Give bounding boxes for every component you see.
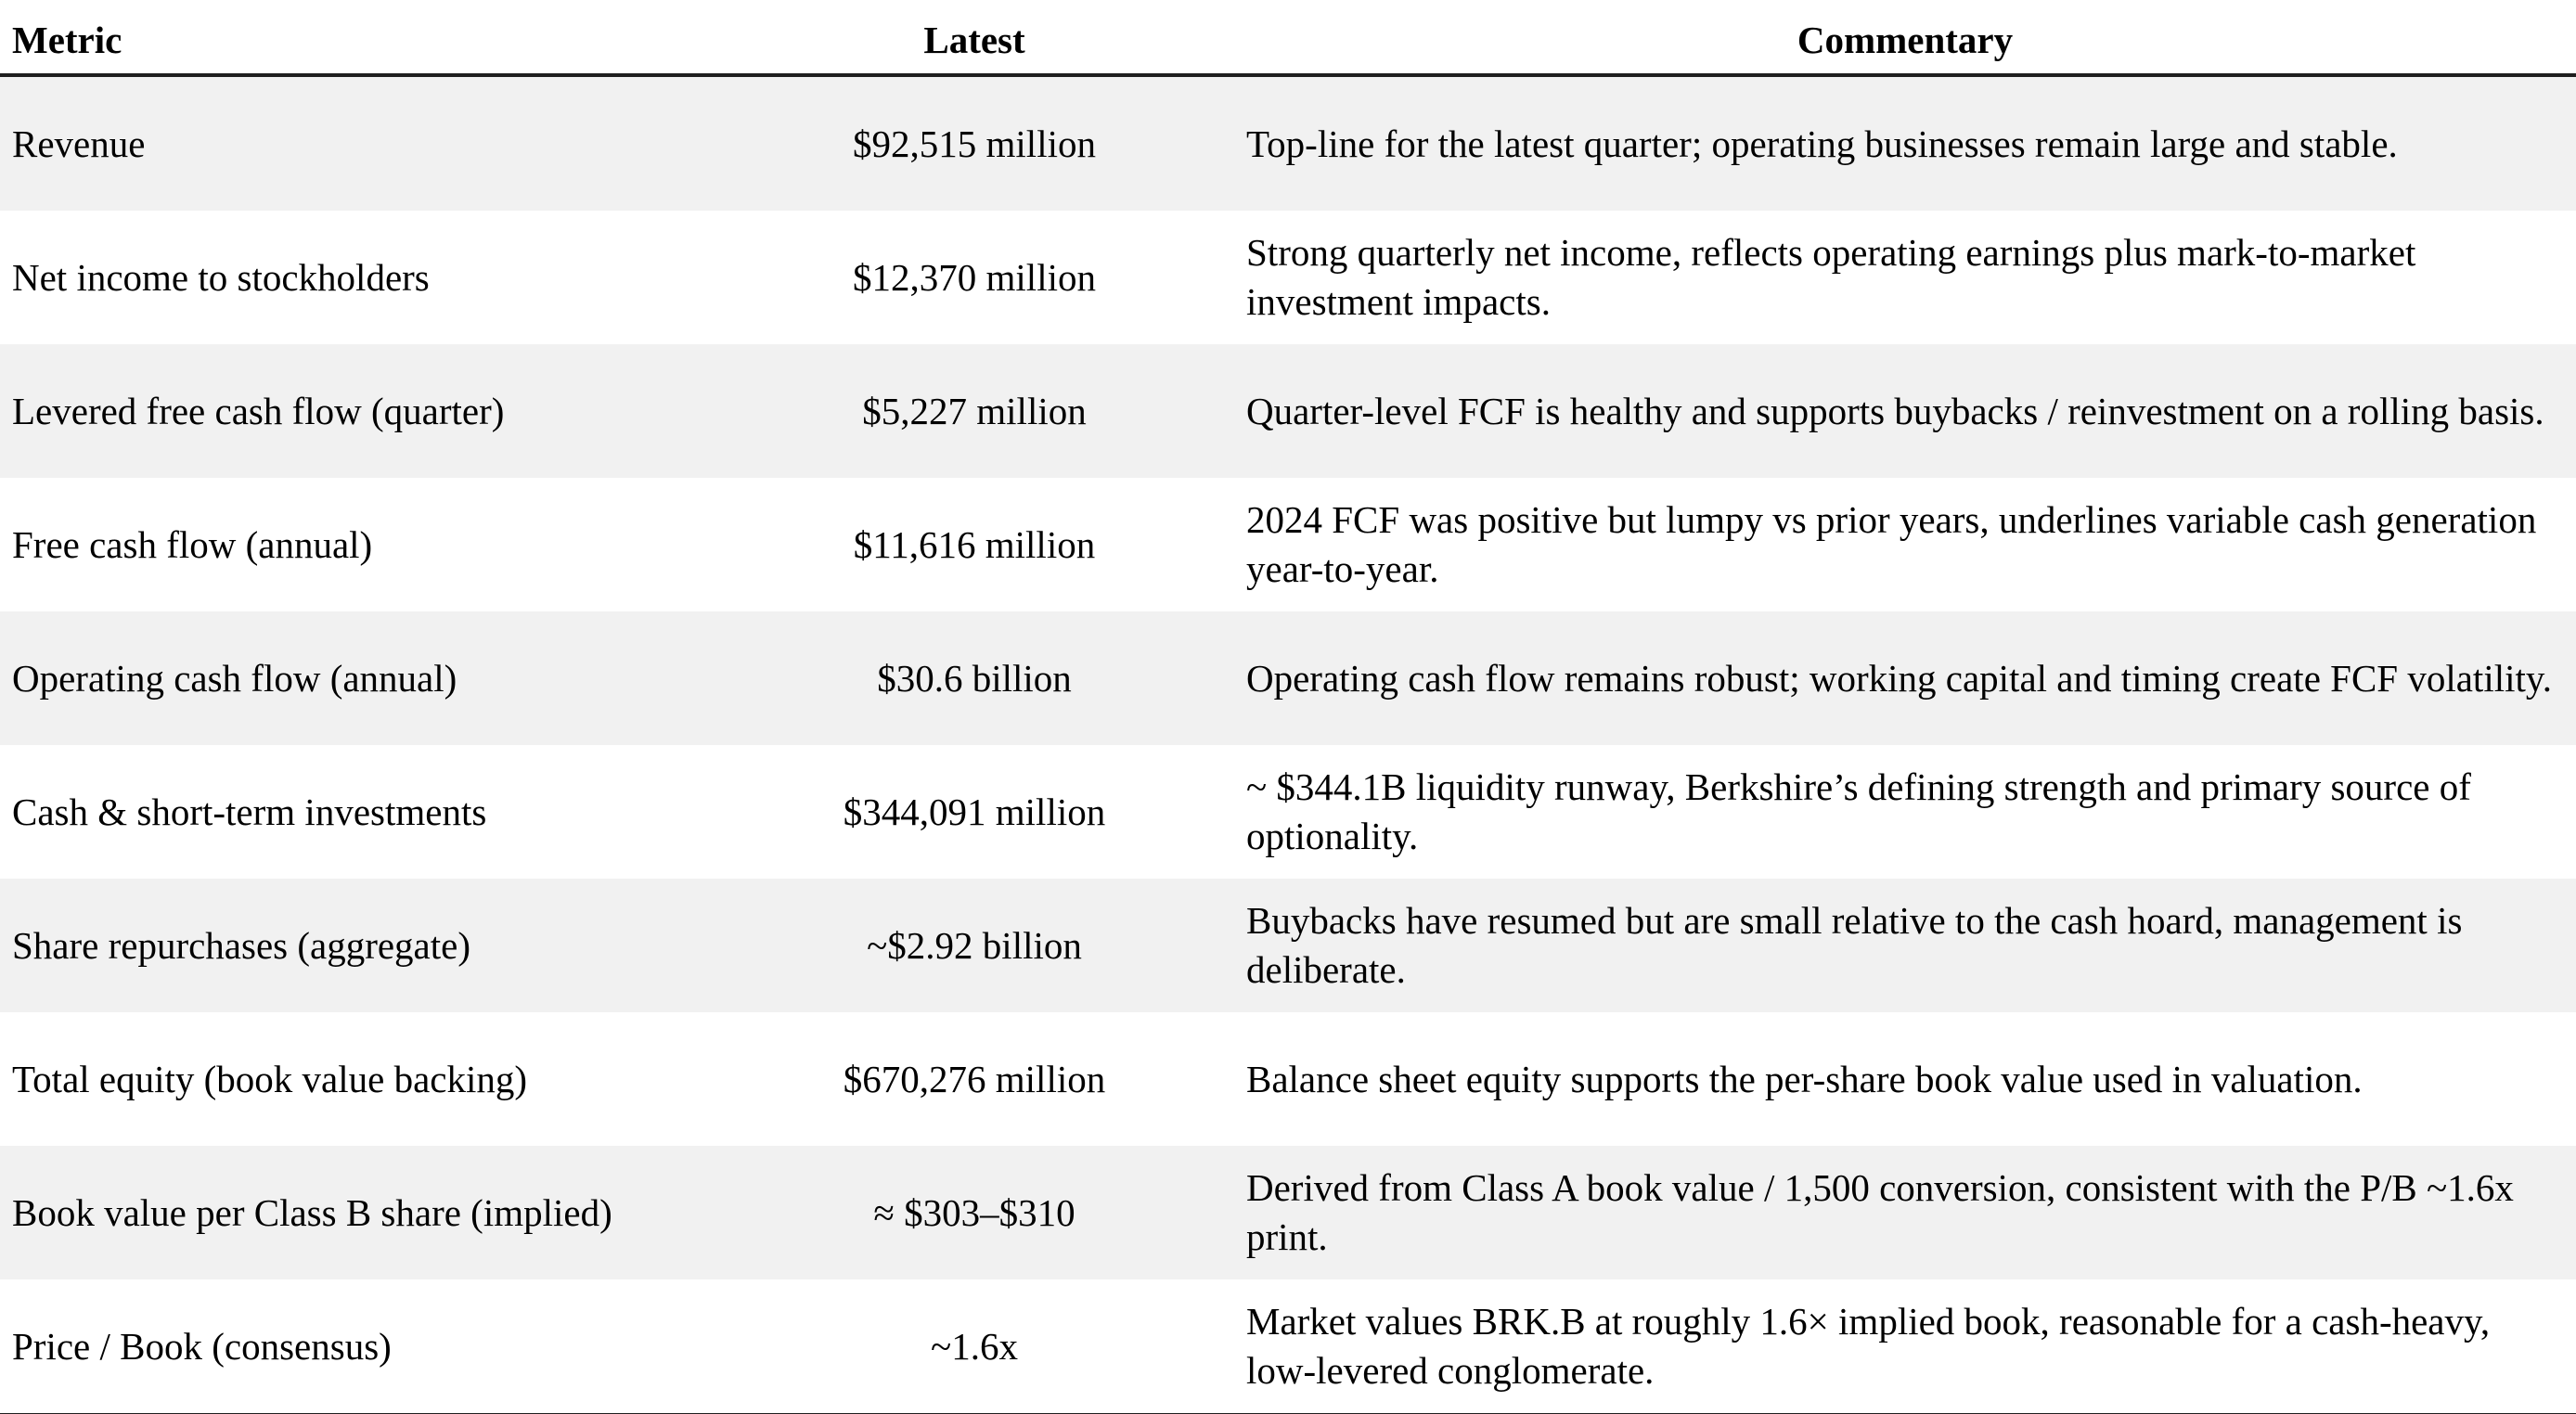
cell-commentary: Top-line for the latest quarter; operati… (1234, 75, 2576, 211)
cell-latest: ≈ $303–$310 (715, 1146, 1234, 1279)
column-header-commentary: Commentary (1234, 0, 2576, 77)
table-row: Total equity (book value backing) $670,27… (0, 1012, 2576, 1146)
table-row: Revenue $92,515 million Top-line for the l… (0, 75, 2576, 211)
cell-metric: Operating cash flow (annual) (0, 611, 715, 745)
cell-latest: $11,616 million (853, 522, 1096, 566)
table-body: Revenue $92,515 million Top-line for the l… (0, 75, 2576, 1414)
cell-commentary: Balance sheet equity supports the per-sh… (1246, 1057, 2363, 1100)
cell-commentary: Market values BRK.B at roughly 1.6× impl… (1246, 1300, 2491, 1392)
column-header-metric: Metric (0, 0, 715, 77)
cell-commentary: Buybacks have resumed but are small rela… (1234, 879, 2576, 1012)
cell-metric: Free cash flow (annual) (12, 522, 373, 566)
table-row: Share repurchases (aggregate) ~$2.92 bill… (0, 879, 2576, 1012)
cell-latest: $670,276 million (843, 1057, 1106, 1100)
cell-commentary: Strong quarterly net income, reflects op… (1246, 231, 2416, 323)
table-row: Price / Book (consensus) ~1.6x Market valu… (0, 1279, 2576, 1414)
cell-latest: $5,227 million (715, 344, 1234, 478)
cell-metric: Cash & short-term investments (12, 790, 487, 833)
cell-metric: Share repurchases (aggregate) (0, 879, 715, 1012)
cell-commentary: Operating cash flow remains robust; work… (1234, 611, 2576, 745)
cell-latest: $92,515 million (715, 75, 1234, 211)
cell-latest: ~$2.92 billion (715, 879, 1234, 1012)
cell-metric: Total equity (book value backing) (12, 1057, 528, 1100)
header-row: Metric Latest Commentary (0, 0, 2576, 77)
cell-metric: Levered free cash flow (quarter) (0, 344, 715, 478)
cell-commentary: Derived from Class A book value / 1,500 … (1234, 1146, 2576, 1279)
table-row: Free cash flow (annual) $11,616 million 20… (0, 478, 2576, 611)
table-row: Book value per Class B share (implied) ≈ … (0, 1146, 2576, 1279)
table-row: Operating cash flow (annual) $30.6 billio… (0, 611, 2576, 745)
cell-latest: ~1.6x (931, 1324, 1018, 1368)
cell-metric: Revenue (0, 75, 715, 211)
cell-commentary: Quarter-level FCF is healthy and support… (1234, 344, 2576, 478)
cell-latest: $344,091 million (843, 790, 1106, 833)
cell-metric: Book value per Class B share (implied) (0, 1146, 715, 1279)
table-row: Cash & short-term investments $344,091 mi… (0, 745, 2576, 879)
cell-commentary: ~ $344.1B liquidity runway, Berkshire’s … (1246, 765, 2471, 857)
cell-latest: $30.6 billion (715, 611, 1234, 745)
cell-metric: Price / Book (consensus) (12, 1324, 392, 1368)
cell-commentary: 2024 FCF was positive but lumpy vs prior… (1246, 498, 2537, 590)
cell-metric: Net income to stockholders (12, 255, 430, 299)
cell-latest: $12,370 million (853, 255, 1096, 299)
table-header: Metric Latest Commentary (0, 0, 2576, 77)
column-header-latest: Latest (715, 0, 1234, 77)
table-row: Net income to stockholders $12,370 millio… (0, 211, 2576, 344)
table-row: Levered free cash flow (quarter) $5,227 m… (0, 344, 2576, 478)
